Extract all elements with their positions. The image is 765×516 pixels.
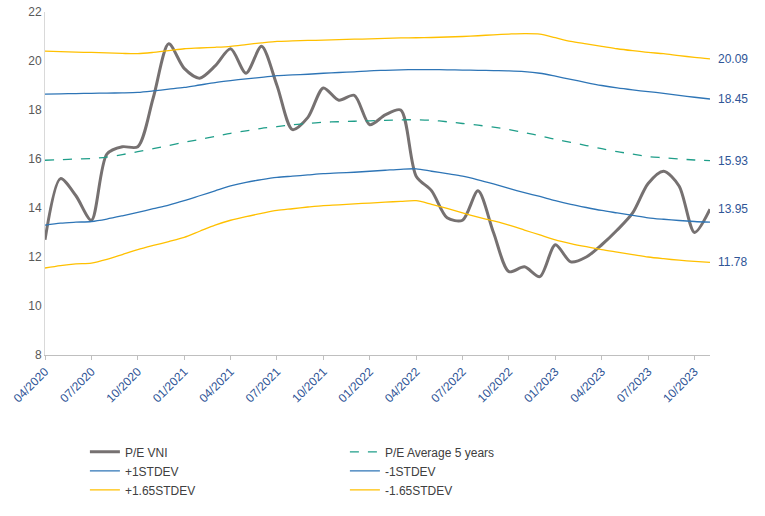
svg-text:15.93: 15.93: [718, 154, 748, 168]
svg-text:01/2022: 01/2022: [336, 365, 377, 406]
svg-text:11.78: 11.78: [718, 255, 747, 269]
svg-text:20: 20: [28, 54, 42, 68]
svg-text:07/2022: 07/2022: [428, 365, 469, 406]
svg-text:13.95: 13.95: [718, 202, 748, 216]
svg-text:-1.65STDEV: -1.65STDEV: [385, 484, 452, 498]
svg-text:+1STDEV: +1STDEV: [125, 465, 179, 479]
svg-text:+1.65STDEV: +1.65STDEV: [125, 484, 195, 498]
svg-text:01/2021: 01/2021: [150, 365, 191, 406]
svg-text:10/2021: 10/2021: [289, 365, 330, 406]
svg-text:10/2023: 10/2023: [660, 365, 701, 406]
svg-text:04/2020: 04/2020: [11, 365, 52, 406]
svg-text:04/2021: 04/2021: [196, 365, 237, 406]
svg-text:01/2023: 01/2023: [521, 365, 562, 406]
svg-text:-1STDEV: -1STDEV: [385, 465, 436, 479]
svg-text:18: 18: [28, 103, 42, 117]
svg-text:04/2023: 04/2023: [568, 365, 609, 406]
svg-text:20.09: 20.09: [718, 52, 748, 66]
svg-text:8: 8: [35, 348, 42, 362]
svg-text:16: 16: [28, 152, 42, 166]
svg-text:07/2023: 07/2023: [614, 365, 655, 406]
svg-text:10/2022: 10/2022: [475, 365, 516, 406]
svg-text:10: 10: [28, 299, 42, 313]
svg-text:07/2020: 07/2020: [57, 365, 98, 406]
svg-text:14: 14: [28, 201, 42, 215]
svg-text:12: 12: [28, 250, 42, 264]
svg-text:P/E VNI: P/E VNI: [125, 446, 168, 460]
svg-text:10/2020: 10/2020: [104, 365, 145, 406]
svg-text:07/2021: 07/2021: [243, 365, 284, 406]
svg-text:P/E Average 5 years: P/E Average 5 years: [385, 446, 494, 460]
svg-text:04/2022: 04/2022: [382, 365, 423, 406]
svg-text:22: 22: [28, 5, 42, 19]
svg-text:18.45: 18.45: [718, 92, 748, 106]
